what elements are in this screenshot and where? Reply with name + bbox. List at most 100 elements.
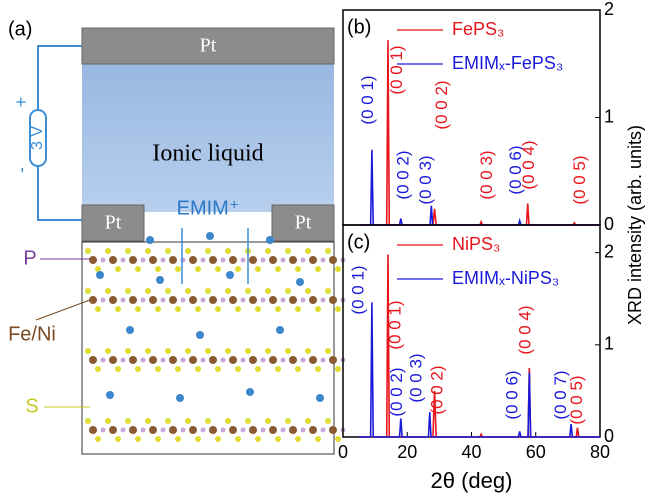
peak-label: (0 0 5)	[567, 375, 586, 424]
atom-s	[245, 288, 251, 294]
atom-p	[101, 358, 106, 363]
atom-s	[335, 266, 341, 272]
panel-label: (a)	[8, 18, 32, 40]
ion	[206, 232, 214, 240]
atom-s	[125, 248, 131, 254]
ion	[146, 236, 154, 244]
atom-p	[241, 258, 246, 263]
y-tick-label: 0	[604, 214, 614, 234]
electrode-label: Pt	[200, 35, 217, 57]
peak-label: (0 0 3)	[416, 155, 435, 204]
atom-p	[221, 258, 226, 263]
minus-sign: -	[11, 167, 31, 173]
atom-p	[321, 258, 326, 263]
atom-s	[155, 306, 161, 312]
atom-metal	[209, 296, 217, 304]
y-tick-label: 2	[604, 241, 614, 261]
atom-s	[125, 288, 131, 294]
ion	[246, 388, 254, 396]
atom-s	[175, 266, 181, 272]
atom-metal	[229, 296, 237, 304]
atom-metal	[169, 256, 177, 264]
atom-s	[275, 436, 281, 442]
atom-s	[125, 418, 131, 424]
atom-s	[265, 418, 271, 424]
atom-p	[141, 358, 146, 363]
atom-p	[261, 258, 266, 263]
atom-metal	[329, 426, 337, 434]
atom-s	[335, 366, 341, 372]
y-tick-label: 1	[604, 106, 614, 126]
ion	[126, 326, 134, 334]
atom-s	[295, 366, 301, 372]
atom-s	[285, 248, 291, 254]
atom-s	[205, 288, 211, 294]
atom-s	[215, 266, 221, 272]
ion	[276, 326, 284, 334]
x-tick-label: 40	[461, 442, 481, 462]
atom-s	[225, 248, 231, 254]
atom-s	[135, 436, 141, 442]
atom-metal	[129, 256, 137, 264]
atom-metal	[109, 296, 117, 304]
atom-p	[181, 428, 186, 433]
atom-s	[285, 348, 291, 354]
peak-label: (0 0 4)	[519, 140, 538, 189]
legend-label: FePS₃	[452, 19, 504, 39]
atom-metal	[269, 426, 277, 434]
plot-frame	[343, 10, 600, 225]
atom-p	[281, 358, 286, 363]
peak-label: (0 0 2)	[387, 367, 406, 416]
atom-metal	[309, 426, 317, 434]
atom-metal	[89, 256, 97, 264]
atom-s	[225, 418, 231, 424]
atom-s	[145, 348, 151, 354]
atom-s	[305, 418, 311, 424]
atom-metal	[129, 426, 137, 434]
atom-s	[325, 418, 331, 424]
ion	[106, 391, 114, 399]
atom-s	[145, 288, 151, 294]
atom-p	[221, 298, 226, 303]
atom-metal	[189, 426, 197, 434]
atom-s	[275, 306, 281, 312]
peak-label: (0 0 1)	[358, 75, 377, 124]
atom-s	[185, 248, 191, 254]
atom-p	[181, 298, 186, 303]
atom-metal	[229, 426, 237, 434]
atom-s	[95, 306, 101, 312]
atom-metal	[329, 356, 337, 364]
atom-metal	[229, 256, 237, 264]
legend-label: EMIMₓ-FePS₃	[452, 53, 563, 73]
atom-s	[215, 436, 221, 442]
atom-p	[101, 428, 106, 433]
atom-s	[165, 418, 171, 424]
atom-metal	[149, 356, 157, 364]
atom-metal	[109, 356, 117, 364]
atom-s	[195, 436, 201, 442]
atom-s	[335, 306, 341, 312]
ionic-liquid	[82, 62, 334, 212]
x-axis-label: 2θ (deg)	[431, 468, 513, 493]
atom-s	[165, 348, 171, 354]
atom-s	[115, 306, 121, 312]
atom-p	[321, 298, 326, 303]
atom-s	[125, 348, 131, 354]
atom-metal	[129, 356, 137, 364]
atom-s	[85, 418, 91, 424]
atom-s	[115, 266, 121, 272]
atom-s	[105, 348, 111, 354]
ion	[176, 394, 184, 402]
atom-metal	[169, 426, 177, 434]
x-tick-label: 80	[590, 442, 610, 462]
voltage: 3 V	[29, 126, 46, 150]
atom-s	[295, 436, 301, 442]
atom-s	[85, 248, 91, 254]
atom-metal	[189, 296, 197, 304]
atom-p	[101, 258, 106, 263]
atom-metal	[249, 426, 257, 434]
atom-metal	[269, 296, 277, 304]
atom-p	[141, 428, 146, 433]
panel-label: (c)	[347, 231, 370, 253]
